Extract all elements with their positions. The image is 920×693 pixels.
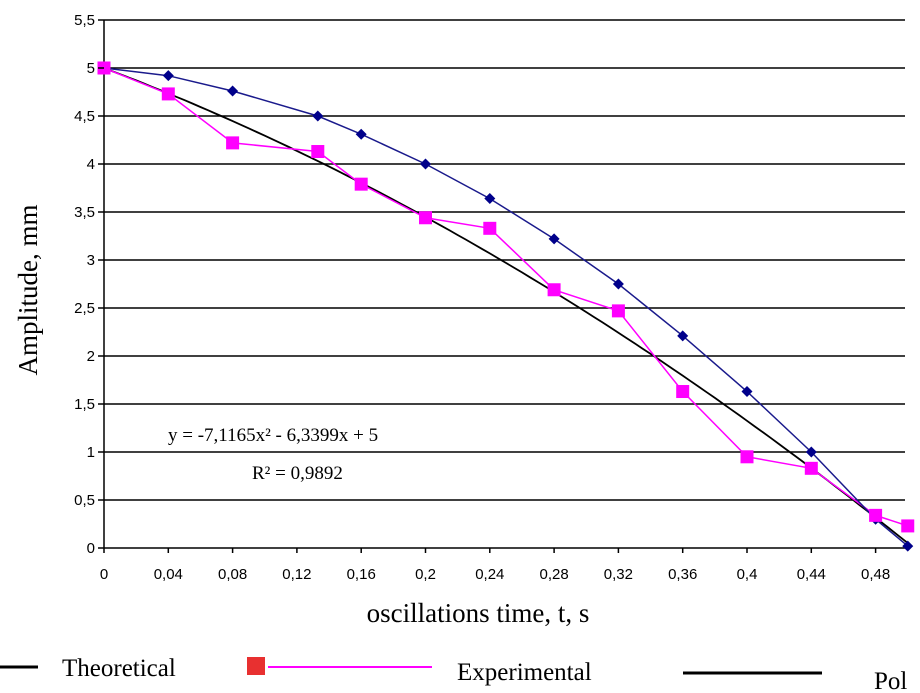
y-tick-label: 5 — [87, 60, 95, 77]
experimental-point — [676, 385, 690, 399]
equation-annotation: y = -7,1165x² - 6,3399x + 5 — [168, 425, 378, 446]
theoretical-point — [420, 158, 431, 170]
legend: Theoretical Experimental Pol — [0, 655, 907, 693]
y-tick-label: 4,5 — [74, 108, 95, 125]
legend-polynomial-label: Pol — [874, 668, 907, 693]
x-tick-label: 0,16 — [347, 566, 376, 583]
series-experimental-line — [103, 67, 909, 527]
experimental-point — [611, 304, 625, 318]
theoretical-point — [312, 110, 324, 122]
y-axis-ticks: 0 0,5 1 1,5 2 2,5 3 3,5 4 4,5 5 5,5 — [74, 12, 104, 557]
x-tick-label: 0,12 — [282, 566, 311, 583]
experimental-point — [740, 450, 754, 464]
theoretical-point — [741, 386, 753, 398]
x-axis-title: oscillations time, t, s — [367, 598, 590, 628]
y-tick-label: 1,5 — [74, 396, 95, 413]
x-tick-label: 0,24 — [475, 566, 504, 583]
experimental-point — [354, 177, 368, 191]
legend-experimental-label: Experimental — [457, 659, 592, 686]
x-tick-label: 0,4 — [737, 566, 758, 583]
grid-lines — [103, 19, 905, 549]
x-axis-ticks: 0 0,04 0,08 0,12 0,16 0,2 0,24 0,28 0,32 0,36 0,4 0… — [100, 548, 890, 583]
x-tick-label: 0,08 — [218, 566, 247, 583]
x-tick-label: 0 — [100, 566, 108, 583]
theoretical-point — [805, 446, 817, 458]
y-tick-label: 0 — [87, 540, 95, 557]
x-tick-label: 0,28 — [539, 566, 568, 583]
x-tick-label: 0,44 — [797, 566, 826, 583]
y-tick-label: 3,5 — [74, 204, 95, 221]
theoretical-point — [902, 540, 914, 552]
theoretical-point — [548, 233, 560, 245]
legend-experimental-marker — [247, 657, 265, 675]
experimental-point — [161, 87, 175, 101]
r-squared-annotation: R² = 0,9892 — [252, 463, 343, 484]
x-tick-label: 0,04 — [154, 566, 183, 583]
experimental-point — [547, 283, 561, 297]
theoretical-point — [355, 128, 367, 140]
experimental-point — [804, 461, 818, 475]
x-tick-label: 0,48 — [861, 566, 890, 583]
experimental-point — [226, 136, 240, 150]
experimental-point — [869, 508, 883, 522]
experimental-point — [419, 211, 432, 225]
series-theoretical-line — [103, 67, 909, 547]
y-tick-label: 2,5 — [74, 300, 95, 317]
x-tick-label: 0,36 — [668, 566, 697, 583]
y-tick-label: 0,5 — [74, 492, 95, 509]
series-lines — [103, 67, 909, 547]
y-tick-label: 5,5 — [74, 12, 95, 29]
theoretical-point — [162, 70, 174, 82]
legend-theoretical-label: Theoretical — [62, 655, 176, 682]
series-polynomial-line — [103, 67, 909, 544]
theoretical-point — [484, 193, 496, 205]
y-axis-title: Amplitude, mm — [13, 205, 43, 376]
series-markers — [97, 61, 915, 552]
theoretical-point — [677, 330, 689, 342]
theoretical-point — [227, 85, 239, 97]
experimental-point — [901, 519, 915, 533]
experimental-point — [483, 221, 497, 235]
y-tick-label: 1 — [87, 444, 95, 461]
theoretical-point — [612, 278, 624, 290]
x-tick-label: 0,2 — [415, 566, 436, 583]
y-tick-label: 3 — [87, 252, 95, 269]
y-tick-label: 2 — [87, 348, 95, 365]
experimental-point — [311, 145, 325, 159]
y-tick-label: 4 — [87, 156, 95, 173]
x-tick-label: 0,32 — [604, 566, 633, 583]
